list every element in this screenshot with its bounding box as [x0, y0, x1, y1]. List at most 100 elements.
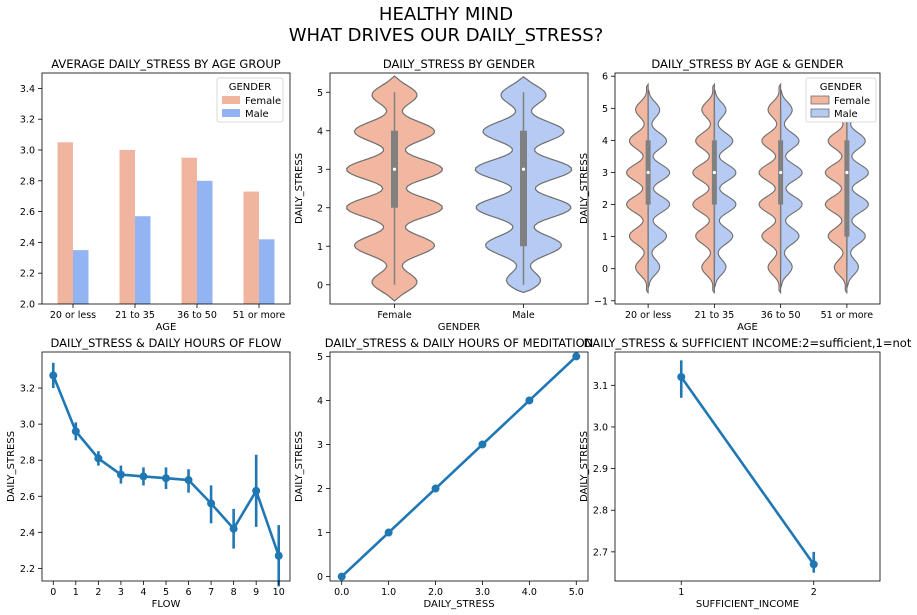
data-point-0 — [49, 371, 58, 380]
y-tick-label: 4 — [602, 136, 608, 147]
y-tick-label: 2.8 — [20, 176, 35, 187]
y-tick-label: 1 — [602, 232, 608, 243]
y-tick-label: 3.2 — [20, 115, 35, 126]
y-tick-label: 2.0 — [20, 300, 35, 311]
plot-title: DAILY_STRESS BY AGE & GENDER — [651, 57, 843, 71]
x-tick-label: 5.0 — [569, 587, 584, 598]
figure-title-line-1: HEALTHY MIND — [379, 4, 513, 25]
y-tick-label: −1 — [594, 296, 608, 307]
x-tick-label: 0 — [50, 587, 56, 598]
y-tick-label: 0 — [317, 572, 323, 583]
data-point-8 — [229, 524, 238, 533]
data-point-4 — [139, 472, 148, 481]
bar-female-2 — [181, 157, 197, 304]
y-tick-label: 1 — [317, 528, 323, 539]
violin-chart-age-gender: DAILY_STRESS BY AGE & GENDER −1 0 1 2 3 4 5 6 20 … — [579, 57, 881, 333]
x-tick-label: 36 to 50 — [177, 310, 217, 321]
y-tick-label: 2 — [602, 200, 608, 211]
line-chart-income: DAILY_STRESS & SUFFICIENT INCOME:2=suffi… — [579, 336, 912, 610]
y-tick-label: 2.6 — [20, 207, 35, 218]
series-line — [340, 355, 578, 578]
median-marker — [712, 170, 716, 175]
legend-label-female: Female — [245, 96, 281, 107]
y-tick-label: 2 — [317, 484, 323, 495]
x-tick-label: 20 or less — [50, 310, 96, 321]
legend-label-male: Male — [245, 109, 269, 120]
axes-frame — [41, 72, 291, 305]
legend-swatch-female — [222, 96, 240, 104]
y-tick-label: 3.1 — [593, 381, 608, 392]
y-tick-label: 2.9 — [593, 464, 608, 475]
y-tick-label: 3 — [317, 165, 323, 176]
y-tick-label: 2 — [317, 203, 323, 214]
violin-female-1 — [692, 82, 716, 294]
y-axis-label: DAILY_STRESS — [579, 431, 590, 502]
x-tick-label: 9 — [253, 587, 259, 598]
x-tick-label: 21 to 35 — [694, 310, 734, 321]
line-chart-flow: DAILY_STRESS & DAILY HOURS OF FLOW 2.2 2.4… — [6, 336, 291, 610]
bar-chart-age-group: AVERAGE DAILY_STRESS BY AGE GROUP 2.0 2.2 2… — [20, 57, 291, 333]
x-tick-label: 51 or more — [233, 310, 286, 321]
legend-swatch-female — [810, 95, 830, 105]
median-marker — [521, 167, 526, 171]
y-tick-label: 3.0 — [20, 146, 35, 157]
y-axis-label: DAILY_STRESS — [579, 153, 590, 224]
x-tick-label: 36 to 50 — [761, 310, 801, 321]
y-tick-label: 3.4 — [20, 84, 35, 95]
data-point-3 — [116, 470, 125, 479]
plot-title: DAILY_STRESS & SUFFICIENT INCOME:2=suffi… — [584, 336, 912, 350]
y-tick-label: 2.7 — [593, 547, 608, 558]
bar-female-0 — [57, 142, 73, 304]
x-axis-label: SUFFICIENT_INCOME — [696, 599, 799, 610]
series-line — [52, 374, 280, 557]
violin-female-2 — [758, 82, 782, 294]
axes-frame — [329, 351, 589, 582]
y-axis-label: DAILY_STRESS — [6, 431, 17, 502]
legend-label-male: Male — [834, 109, 858, 120]
x-tick-label: 21 to 35 — [115, 310, 155, 321]
data-point-10 — [274, 551, 283, 560]
legend-swatch-male — [222, 109, 240, 117]
x-axis-label: DAILY_STRESS — [423, 599, 494, 610]
y-tick-label: 2.8 — [593, 506, 608, 517]
y-tick-label: 0 — [602, 264, 608, 275]
legend-title: GENDER — [820, 82, 863, 93]
iqr-box — [520, 130, 527, 247]
violin-chart-gender: DAILY_STRESS BY GENDER 0 1 2 3 4 5 Female Male GE… — [294, 57, 589, 333]
x-axis-label: GENDER — [438, 322, 481, 333]
violin-male-1 — [713, 88, 737, 289]
y-tick-label: 5 — [602, 104, 608, 115]
y-tick-label: 3.0 — [20, 420, 35, 431]
violin-male-0 — [647, 88, 671, 289]
x-tick-label: 51 or more — [821, 310, 874, 321]
legend-title: GENDER — [229, 82, 272, 93]
plot-title: DAILY_STRESS & DAILY HOURS OF FLOW — [51, 336, 282, 350]
y-tick-label: 2.4 — [20, 528, 35, 539]
data-point-2 — [431, 484, 440, 493]
x-axis-label: AGE — [156, 322, 177, 333]
median-marker — [779, 170, 783, 175]
bar-female-1 — [119, 150, 135, 304]
data-point-6 — [184, 476, 193, 485]
x-tick-label: 7 — [208, 587, 214, 598]
x-tick-label: Male — [512, 310, 535, 321]
median-marker — [845, 170, 849, 175]
y-tick-label: 5 — [317, 88, 323, 99]
x-axis-label: AGE — [737, 322, 758, 333]
y-tick-label: 4 — [317, 396, 323, 407]
x-tick-label: 3 — [118, 587, 124, 598]
iqr-box — [844, 140, 850, 237]
violin-male-2 — [780, 88, 803, 289]
x-tick-label: 10 — [273, 587, 285, 598]
x-tick-label: 1.0 — [381, 587, 396, 598]
violin-female-0 — [625, 82, 650, 294]
x-tick-label: 2 — [95, 587, 101, 598]
data-point-4 — [525, 396, 534, 405]
x-tick-label: 6 — [186, 587, 192, 598]
x-tick-label: 8 — [231, 587, 237, 598]
data-point-9 — [252, 486, 261, 495]
bar-female-3 — [243, 191, 259, 304]
x-axis-label: FLOW — [152, 599, 181, 610]
y-axis-label: DAILY_STRESS — [294, 431, 305, 502]
